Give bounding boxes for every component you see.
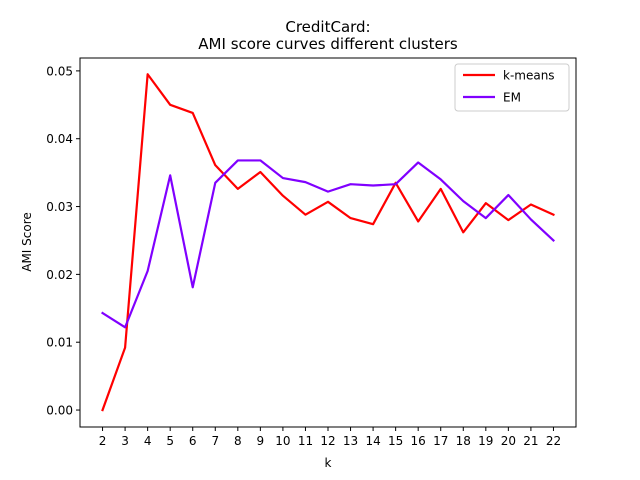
- x-tick-label: 7: [211, 434, 219, 448]
- x-tick-label: 18: [456, 434, 471, 448]
- series-layer: [101, 73, 556, 412]
- y-tick-label: 0.01: [46, 336, 73, 350]
- x-tick-label: 3: [121, 434, 129, 448]
- x-tick-label: 20: [501, 434, 516, 448]
- y-axis-ticks: 0.00 0.01 0.02 0.03 0.04 0.05: [46, 64, 80, 418]
- chart-title-line2: AMI score curves different clusters: [198, 35, 458, 53]
- x-tick-label: 21: [523, 434, 538, 448]
- x-tick-label: 9: [257, 434, 265, 448]
- x-tick-label: 10: [275, 434, 290, 448]
- x-tick-label: 11: [298, 434, 313, 448]
- x-tick-label: 6: [189, 434, 197, 448]
- x-tick-label: 14: [365, 434, 380, 448]
- y-tick-label: 0.04: [46, 132, 73, 146]
- x-tick-label: 16: [411, 434, 426, 448]
- y-tick-label: 0.00: [46, 404, 73, 418]
- x-tick-label: 19: [478, 434, 493, 448]
- x-tick-label: 17: [433, 434, 448, 448]
- legend-label-k-means: k-means: [503, 69, 555, 83]
- x-tick-label: 12: [320, 434, 335, 448]
- y-axis-label: AMI Score: [20, 212, 34, 272]
- x-tick-label: 22: [546, 434, 561, 448]
- legend: k-means EM: [454, 63, 570, 112]
- series-line-em: [101, 159, 556, 329]
- x-axis-ticks: 2 3 4 5 6 7 8 9 10 11 12 13 14 15 16 17 18 19 20 21 22: [99, 427, 561, 448]
- y-tick-label: 0.05: [46, 64, 73, 78]
- y-tick-label: 0.02: [46, 268, 73, 282]
- x-tick-label: 8: [234, 434, 242, 448]
- legend-label-em: EM: [503, 91, 521, 105]
- chart-title-line1: CreditCard:: [285, 18, 370, 36]
- x-tick-label: 15: [388, 434, 403, 448]
- y-tick-label: 0.03: [46, 200, 73, 214]
- x-axis-label: k: [325, 456, 332, 470]
- x-tick-label: 2: [99, 434, 107, 448]
- x-tick-label: 4: [144, 434, 152, 448]
- x-tick-label: 13: [343, 434, 358, 448]
- x-tick-label: 5: [166, 434, 174, 448]
- plot-frame: [79, 57, 577, 428]
